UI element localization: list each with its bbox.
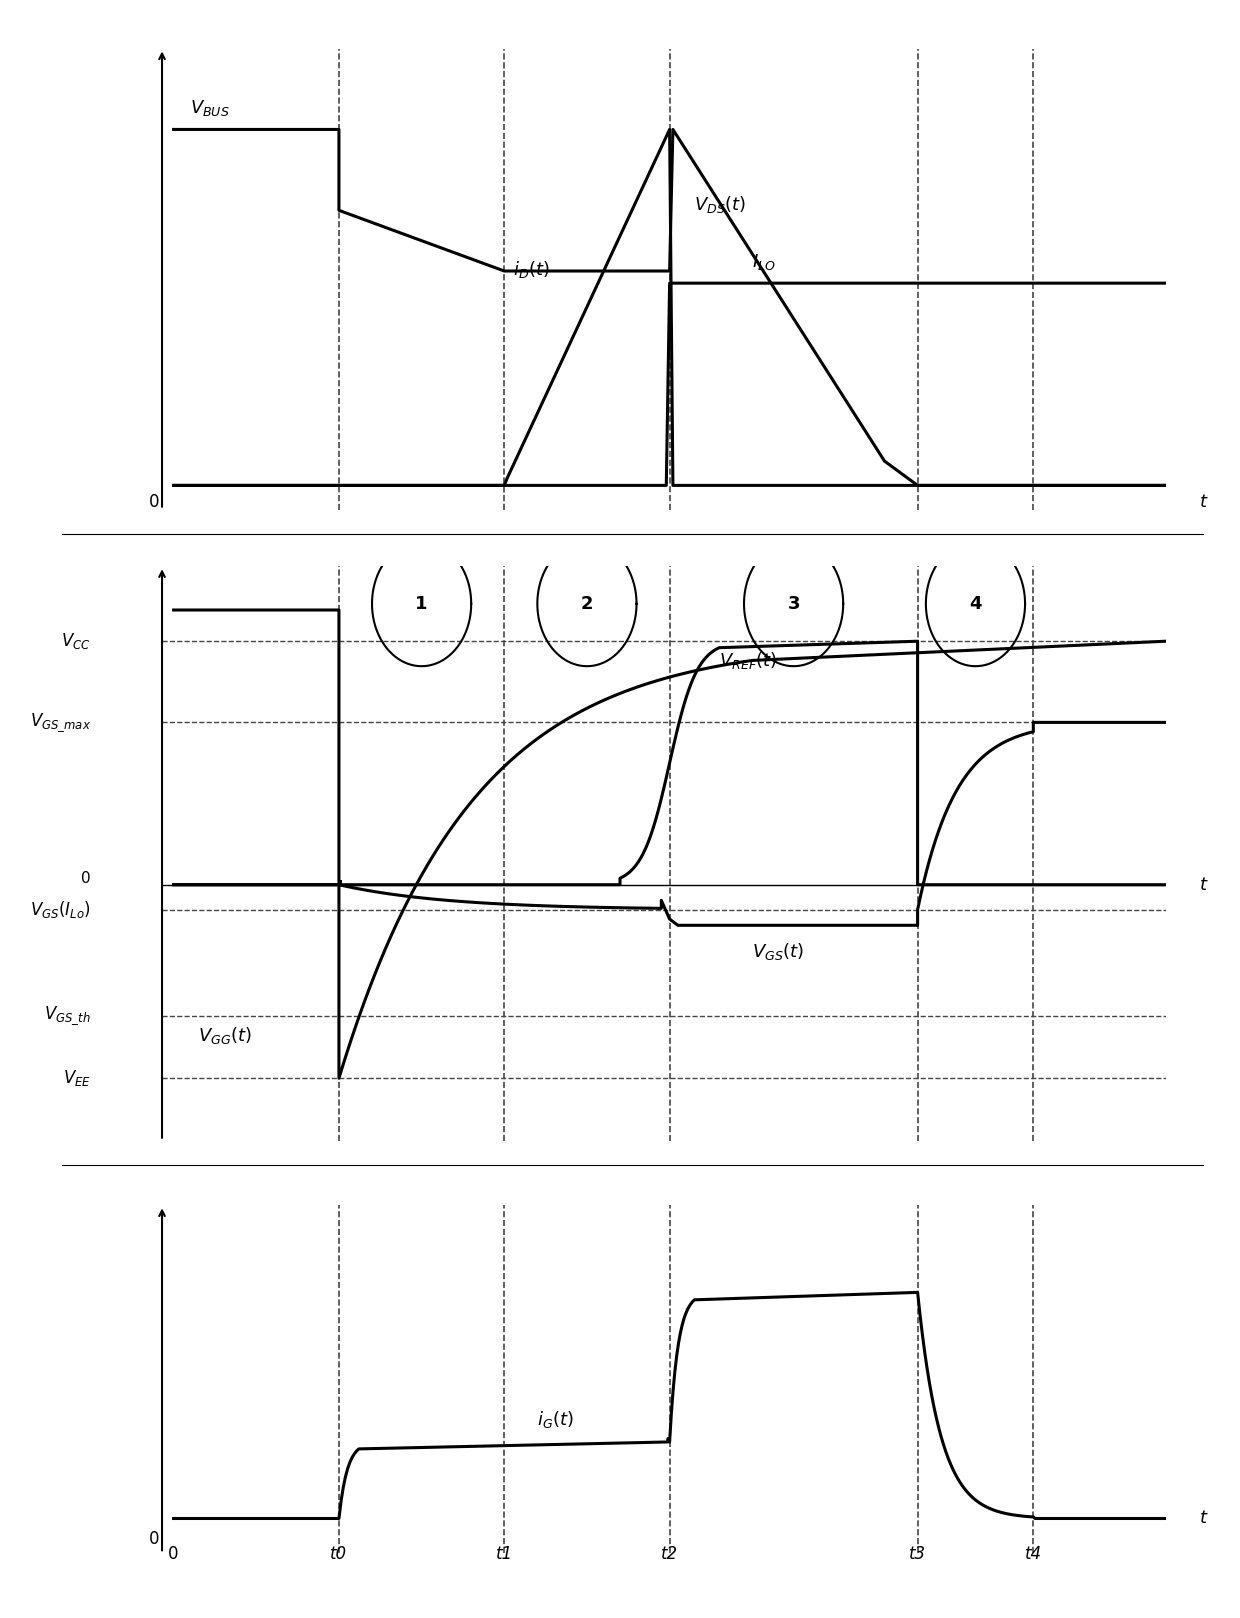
- Text: $V_{GS\_max}$: $V_{GS\_max}$: [30, 712, 91, 733]
- Text: $V_{CC}$: $V_{CC}$: [61, 631, 91, 650]
- Text: $t$: $t$: [1199, 492, 1208, 511]
- Text: $t$: $t$: [1199, 1510, 1208, 1527]
- Text: $V_{GS\_th}$: $V_{GS\_th}$: [45, 1005, 91, 1027]
- Text: 0: 0: [169, 1545, 179, 1563]
- Text: t2: t2: [661, 1545, 678, 1563]
- Text: 3: 3: [787, 595, 800, 613]
- Text: $V_{BUS}$: $V_{BUS}$: [190, 99, 229, 118]
- Text: 1: 1: [415, 595, 428, 613]
- Text: $i_G(t)$: $i_G(t)$: [537, 1409, 574, 1430]
- Text: t4: t4: [1024, 1545, 1042, 1563]
- Text: $V_{GS}(I_{Lo})$: $V_{GS}(I_{Lo})$: [30, 900, 91, 921]
- Text: $V_{GG}(t)$: $V_{GG}(t)$: [198, 1024, 252, 1045]
- Text: $V_{EE}$: $V_{EE}$: [63, 1068, 91, 1089]
- Text: 0: 0: [149, 1531, 159, 1548]
- Text: $t$: $t$: [1199, 875, 1208, 893]
- Text: 0: 0: [82, 870, 91, 887]
- Text: $V_{REF}(t)$: $V_{REF}(t)$: [719, 650, 777, 671]
- Text: $I_{LO}$: $I_{LO}$: [753, 252, 776, 272]
- Text: t0: t0: [330, 1545, 347, 1563]
- Text: $i_D(t)$: $i_D(t)$: [512, 259, 549, 280]
- Text: 0: 0: [149, 492, 159, 511]
- Text: 2: 2: [580, 595, 593, 613]
- Text: t1: t1: [496, 1545, 513, 1563]
- Text: $V_{DS}(t)$: $V_{DS}(t)$: [694, 194, 746, 215]
- Text: t3: t3: [909, 1545, 926, 1563]
- Text: 4: 4: [970, 595, 982, 613]
- Text: $V_{GS}(t)$: $V_{GS}(t)$: [753, 940, 805, 961]
